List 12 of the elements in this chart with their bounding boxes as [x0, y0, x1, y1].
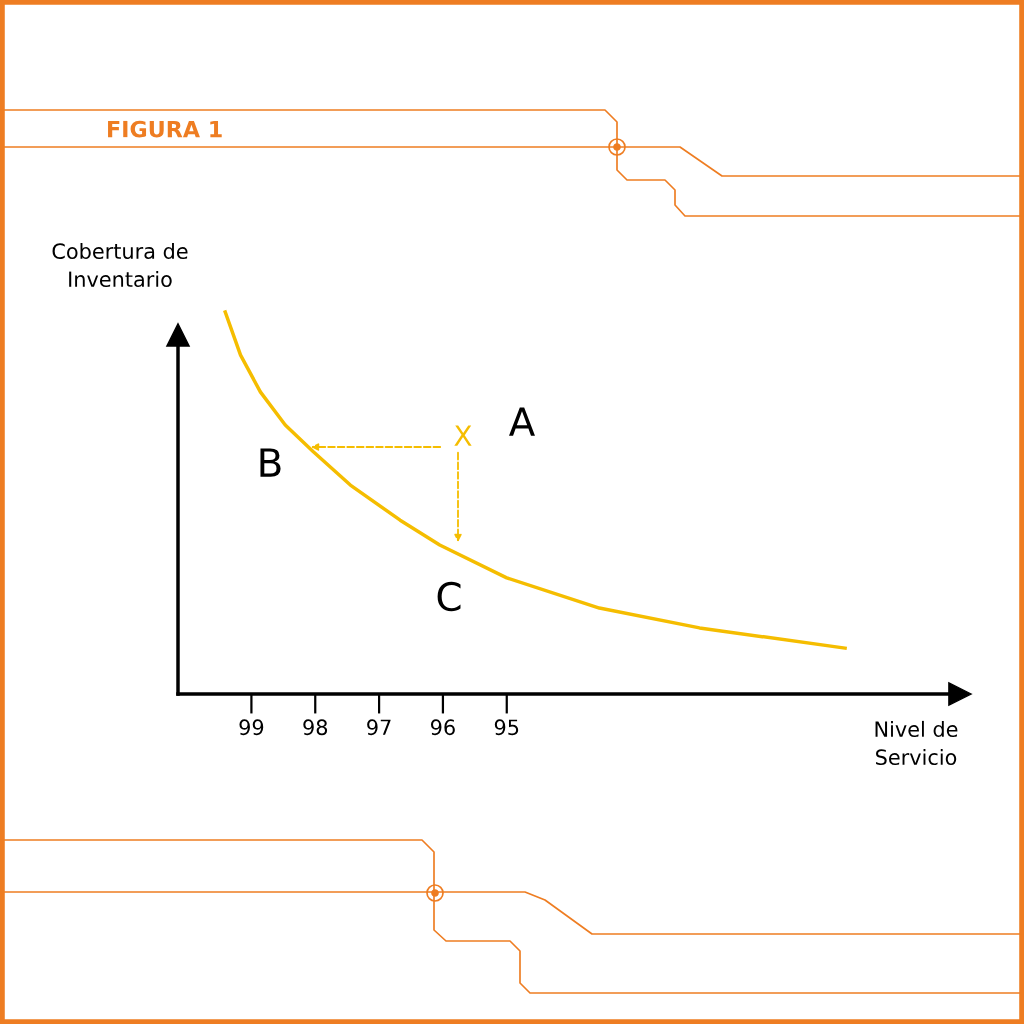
annotation: B	[260, 448, 281, 477]
x-axis-title: Nivel de Servicio	[875, 720, 958, 766]
x-tick-label: 96	[430, 719, 455, 736]
chart-title: FIGURA 1	[108, 120, 222, 138]
x-tick-label: 99	[239, 719, 264, 736]
x-tick-label: 98	[303, 719, 328, 736]
x-tick-label: 95	[494, 719, 519, 736]
y-axis-title: Cobertura de Inventario	[52, 242, 188, 288]
annotation: C	[437, 581, 461, 612]
x-tick-label: 97	[367, 719, 391, 736]
annotation: X	[454, 425, 472, 446]
annotation: A	[509, 407, 535, 436]
